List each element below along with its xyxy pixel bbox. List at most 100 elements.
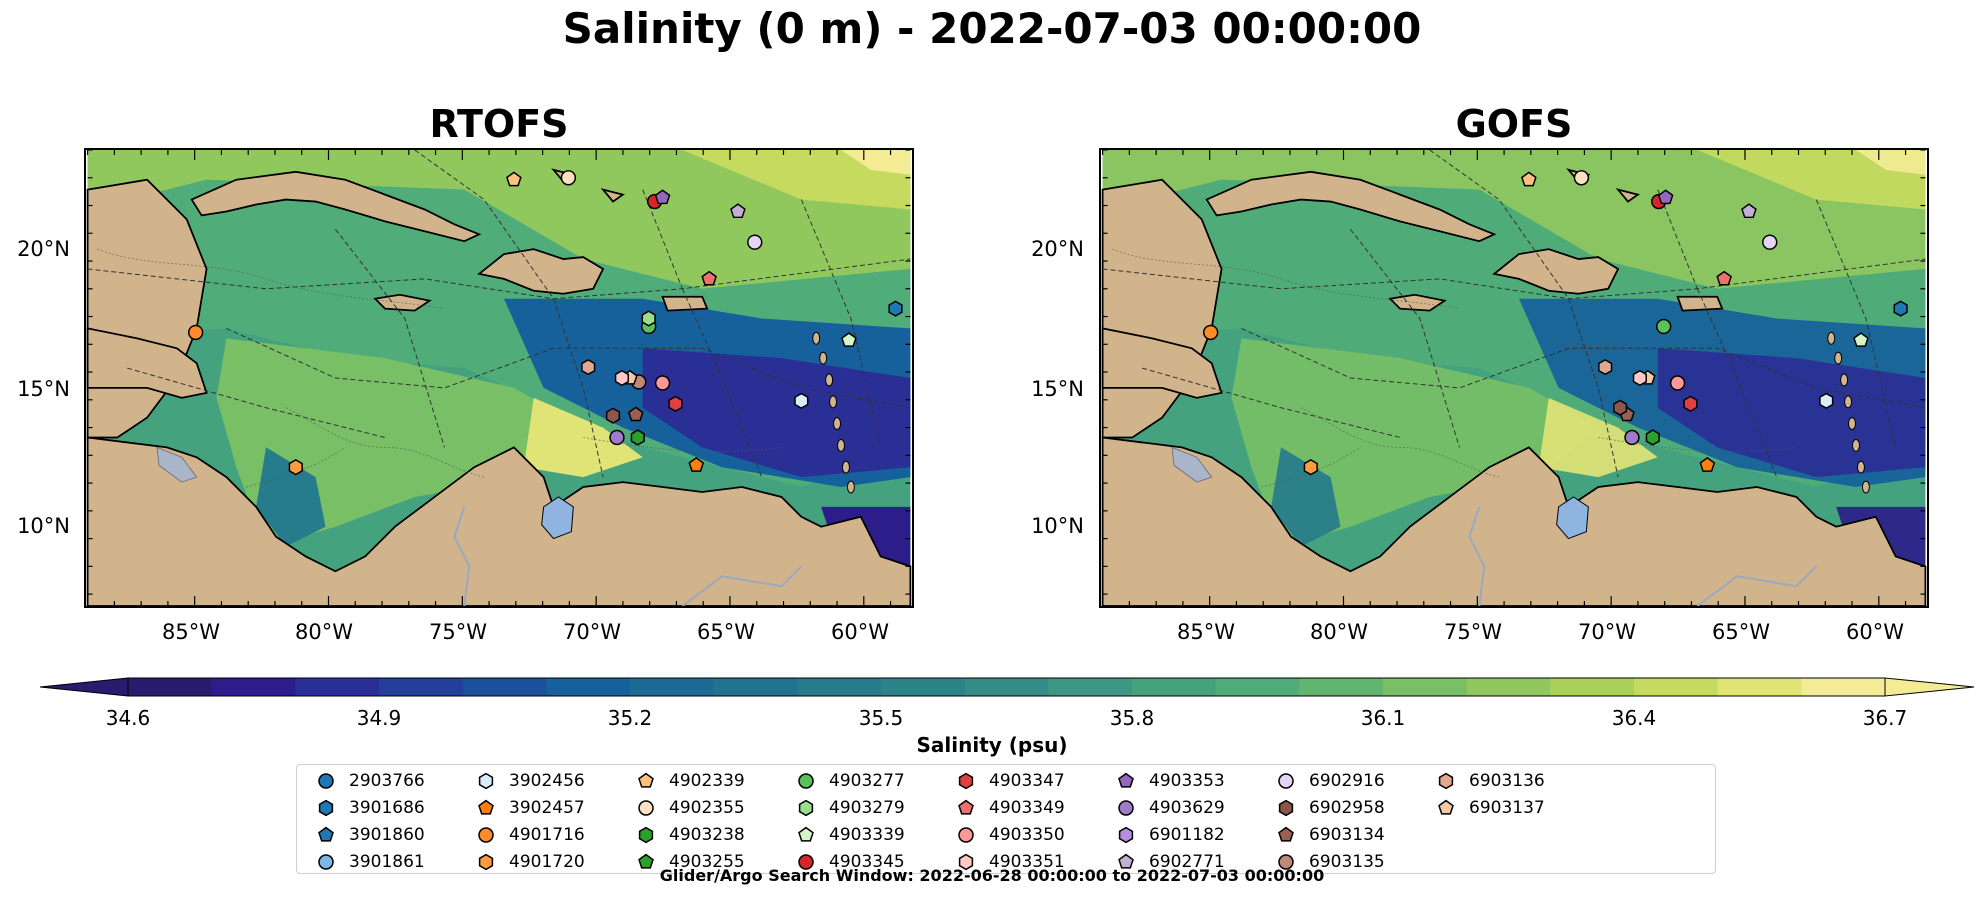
float-marker-6902958[interactable]: [1612, 399, 1628, 416]
colorbar-segment: [964, 678, 1049, 696]
legend-marker-4903238[interactable]: [638, 826, 654, 844]
legend-marker-6903137[interactable]: [1438, 799, 1454, 815]
legend-marker-2903766[interactable]: [318, 773, 334, 789]
legend-marker-6902916[interactable]: [1278, 773, 1294, 789]
legend-marker-4901720[interactable]: [478, 853, 494, 871]
legend-marker-4903351[interactable]: [958, 853, 974, 871]
legend-marker-icon: [1118, 826, 1134, 844]
float-marker-4902355[interactable]: [1573, 170, 1590, 186]
float-marker-3902457[interactable]: [1699, 456, 1716, 472]
legend-marker-icon: [1118, 853, 1134, 869]
legend-item-6902771: 6902771: [1117, 850, 1225, 874]
float-marker-6902771[interactable]: [1741, 203, 1757, 219]
legend-item-3901860: 3901860: [317, 823, 425, 847]
float-marker-4903350[interactable]: [654, 375, 671, 391]
float-marker-6902958[interactable]: [605, 407, 621, 424]
float-marker-4903339[interactable]: [841, 332, 857, 347]
legend-label: 6902916: [1309, 771, 1385, 791]
float-marker-4903339[interactable]: [1853, 332, 1869, 347]
map-rtofs[interactable]: [84, 148, 914, 608]
legend-marker-icon: [798, 799, 814, 817]
legend-marker-6903135[interactable]: [1278, 854, 1294, 870]
legend-marker-3901861[interactable]: [318, 854, 334, 870]
float-marker-4903351[interactable]: [614, 369, 630, 387]
legend-marker-4901716[interactable]: [478, 827, 494, 843]
float-marker-4901716[interactable]: [187, 324, 204, 341]
legend-marker-4903353[interactable]: [1118, 772, 1134, 788]
legend-label: 4903350: [989, 825, 1065, 845]
legend-marker-3902457[interactable]: [478, 799, 494, 815]
float-marker-6903134[interactable]: [627, 406, 644, 422]
legend-marker-4902355[interactable]: [638, 800, 654, 816]
legend-marker-icon: [798, 773, 814, 789]
legend-marker-4903255[interactable]: [638, 853, 654, 869]
legend-marker-icon: [638, 826, 654, 844]
float-marker-4902339[interactable]: [506, 171, 522, 187]
legend-marker-4903349[interactable]: [958, 799, 974, 815]
colorbar-segment: [1215, 678, 1300, 696]
float-marker-4901720[interactable]: [1303, 459, 1318, 476]
legend-label: 6902958: [1309, 798, 1385, 818]
float-marker-4903347[interactable]: [668, 395, 683, 412]
legend-marker-4903339[interactable]: [798, 826, 814, 842]
float-marker-6903136[interactable]: [581, 359, 596, 376]
legend-marker-6902958[interactable]: [1278, 799, 1294, 817]
legend-marker-6903136[interactable]: [1438, 772, 1454, 790]
float-marker-6903136[interactable]: [1598, 359, 1613, 376]
lon-label-65w: 65°W: [1712, 620, 1770, 644]
float-marker-6902916[interactable]: [747, 234, 763, 250]
legend-item-4903255: 4903255: [637, 850, 745, 874]
float-marker-4903279[interactable]: [641, 310, 656, 327]
float-marker-4903238[interactable]: [1645, 429, 1660, 446]
legend-marker-icon: [1278, 773, 1294, 789]
float-marker-3902456[interactable]: [794, 392, 809, 409]
float-marker-4901720[interactable]: [288, 459, 303, 476]
legend-marker-6901182[interactable]: [1118, 826, 1134, 844]
legend-marker-4903629[interactable]: [1118, 800, 1134, 816]
legend-marker-6902771[interactable]: [1118, 853, 1134, 869]
search-window-text: Glider/Argo Search Window: 2022-06-28 00…: [659, 866, 1325, 885]
float-marker-3902456[interactable]: [1819, 392, 1834, 409]
float-marker-4903353[interactable]: [654, 189, 671, 205]
colorbar-segment: [295, 678, 380, 696]
float-marker-4903277[interactable]: [1656, 318, 1672, 335]
colorbar-segment: [1550, 678, 1635, 696]
float-marker-4903351[interactable]: [1632, 369, 1647, 387]
float-marker-4903349[interactable]: [1716, 270, 1732, 286]
lat-label-10n: 10°N: [17, 514, 70, 538]
legend-item-3902457: 3902457: [477, 796, 585, 820]
legend-marker-3902456[interactable]: [478, 772, 494, 790]
legend-marker-4903345[interactable]: [798, 854, 814, 870]
legend-marker-4902339[interactable]: [638, 772, 654, 788]
legend-item-4903349: 4903349: [957, 796, 1065, 820]
legend-label: 4903279: [829, 798, 905, 818]
legend-marker-3901860[interactable]: [318, 826, 334, 842]
float-marker-4903350[interactable]: [1669, 375, 1686, 391]
float-marker-3901686[interactable]: [1893, 300, 1908, 317]
float-marker-4902355[interactable]: [560, 170, 577, 186]
float-marker-4903353[interactable]: [1657, 189, 1674, 205]
legend-marker-6903134[interactable]: [1278, 826, 1294, 842]
legend-item-2903766: 2903766: [317, 769, 425, 793]
float-marker-4903629[interactable]: [1624, 429, 1640, 446]
float-marker-6902916[interactable]: [1762, 234, 1778, 250]
legend-marker-4903277[interactable]: [798, 773, 814, 789]
legend-marker-4903350[interactable]: [958, 827, 974, 843]
float-marker-4903238[interactable]: [630, 429, 645, 446]
float-marker-3901686[interactable]: [888, 300, 903, 317]
float-marker-3902457[interactable]: [688, 456, 705, 472]
float-marker-4901716[interactable]: [1202, 324, 1219, 341]
float-marker-4903347[interactable]: [1683, 395, 1698, 412]
map-gofs[interactable]: [1099, 148, 1929, 608]
colorbar-extend-max: [1884, 677, 1975, 697]
float-marker-4903349[interactable]: [701, 270, 717, 286]
float-marker-4902339[interactable]: [1521, 171, 1537, 187]
legend-marker-4903279[interactable]: [798, 799, 814, 817]
legend-item-4903345: 4903345: [797, 850, 905, 874]
legend-marker-4903347[interactable]: [958, 772, 974, 790]
float-marker-6902771[interactable]: [730, 203, 746, 219]
float-marker-4903629[interactable]: [609, 429, 625, 446]
colorbar-segment: [1717, 678, 1802, 696]
legend-label: 2903766: [349, 771, 425, 791]
legend-marker-3901686[interactable]: [318, 799, 334, 817]
